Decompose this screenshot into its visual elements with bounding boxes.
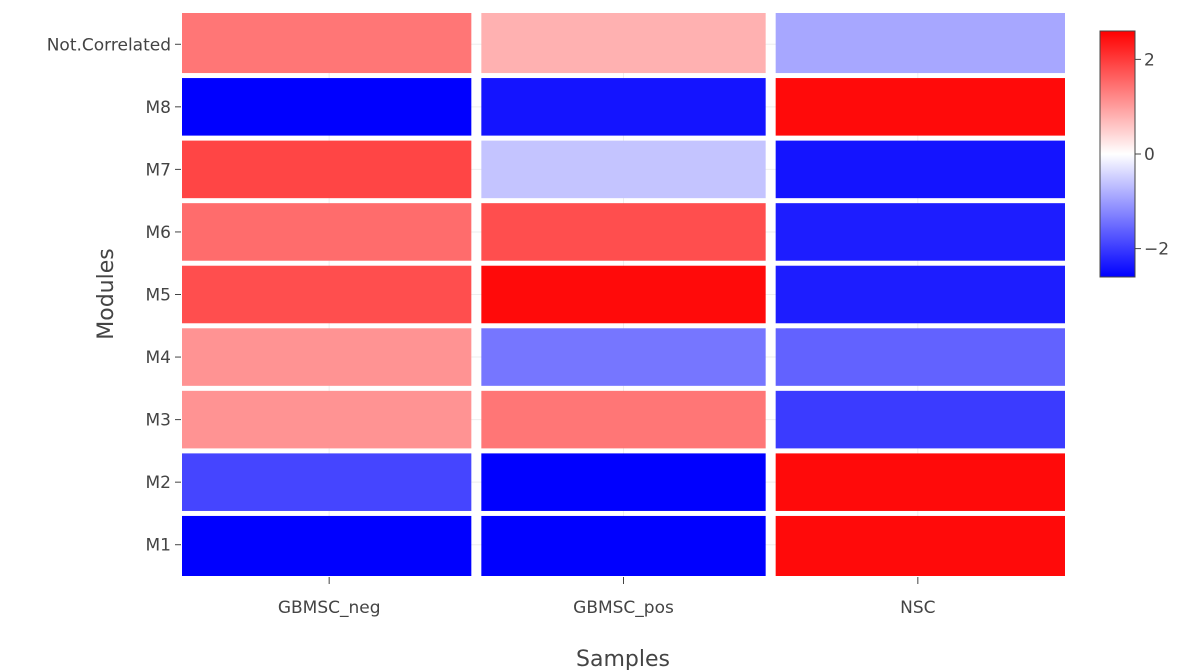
y-tick-label-m5: M5	[146, 286, 171, 306]
cell-m8-gbmsc-neg	[182, 78, 472, 136]
y-tick-label-m6: M6	[146, 223, 171, 243]
x-tick-label-gbmsc-pos: GBMSC_pos	[573, 598, 674, 618]
cell-m3-gbmsc-neg	[182, 390, 472, 449]
cell-m5-gbmsc-neg	[182, 265, 472, 324]
cell-m6-gbmsc-pos	[481, 203, 766, 261]
colorbar: 2 0 −2	[1099, 30, 1169, 278]
x-axis-title: Samples	[576, 647, 670, 670]
colorbar-tick-label-1: 0	[1144, 145, 1155, 165]
cell-m4-gbmsc-pos	[481, 328, 766, 386]
cell-m1-gbmsc-neg	[182, 515, 472, 576]
cell-m8-nsc	[775, 78, 1065, 136]
cell-m7-gbmsc-pos	[481, 140, 766, 199]
x-axis: GBMSC_neg GBMSC_pos NSC	[278, 577, 936, 618]
cell-m2-gbmsc-neg	[182, 453, 472, 511]
colorbar-gradient	[1099, 30, 1136, 278]
colorbar-ticks: 2 0 −2	[1135, 50, 1169, 260]
cell-m2-gbmsc-pos	[481, 453, 766, 511]
cell-m2-nsc	[775, 453, 1065, 511]
x-tick-label-nsc: NSC	[900, 598, 935, 618]
cell-m5-nsc	[775, 265, 1065, 324]
y-tick-label-m8: M8	[146, 98, 171, 118]
y-tick-label-m2: M2	[146, 473, 171, 493]
colorbar-tick-label-2: −2	[1144, 240, 1169, 260]
y-tick-label-not-correlated: Not.Correlated	[47, 35, 171, 55]
cell-m6-nsc	[775, 203, 1065, 261]
cell-m3-gbmsc-pos	[481, 390, 766, 449]
cell-not-correlated-gbmsc-neg	[182, 13, 472, 74]
cell-m3-nsc	[775, 390, 1065, 449]
y-tick-label-m4: M4	[146, 348, 171, 368]
x-tick-label-gbmsc-neg: GBMSC_neg	[278, 598, 381, 618]
cell-m4-nsc	[775, 328, 1065, 386]
colorbar-tick-label-0: 2	[1144, 50, 1155, 70]
cell-m1-gbmsc-pos	[481, 515, 766, 576]
cell-not-correlated-nsc	[775, 13, 1065, 74]
cell-m6-gbmsc-neg	[182, 203, 472, 261]
y-axis: M1 M2 M3 M4 M5 M6 M7 M8 Not.Correlated	[47, 35, 181, 556]
y-tick-label-m7: M7	[146, 160, 171, 180]
cell-not-correlated-gbmsc-pos	[481, 13, 766, 74]
heatmap-cells	[182, 13, 1065, 576]
cell-m7-gbmsc-neg	[182, 140, 472, 199]
y-tick-label-m3: M3	[146, 411, 171, 431]
cell-m1-nsc	[775, 515, 1065, 576]
y-tick-label-m1: M1	[146, 536, 171, 556]
cell-m5-gbmsc-pos	[481, 265, 766, 324]
y-axis-title: Modules	[94, 248, 119, 339]
cell-m7-nsc	[775, 140, 1065, 199]
cell-m4-gbmsc-neg	[182, 328, 472, 386]
cell-m8-gbmsc-pos	[481, 78, 766, 136]
